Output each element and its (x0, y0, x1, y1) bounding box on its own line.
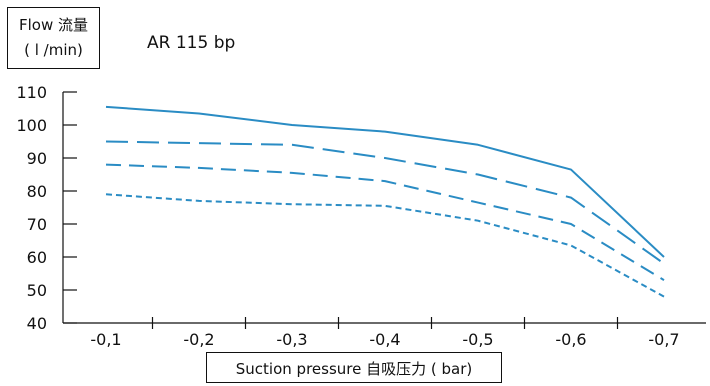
x-tick-label: -0,1 (90, 330, 121, 349)
series-long-dash-line (106, 142, 664, 264)
y-tick-label: 60 (27, 248, 47, 267)
y-tick-label: 110 (16, 83, 47, 102)
y-tick-label: 90 (27, 149, 47, 168)
x-tick-label: -0,4 (369, 330, 400, 349)
x-tick-label: -0,5 (462, 330, 493, 349)
x-axis-label: Suction pressure 自吸压力 ( bar) (207, 358, 501, 379)
x-axis-label-box: Suction pressure 自吸压力 ( bar) (206, 352, 502, 383)
series-medium-dash-line (106, 165, 664, 281)
y-tick-label: 50 (27, 281, 47, 300)
x-tick-label: -0,6 (555, 330, 586, 349)
series-short-dash-line (106, 194, 664, 296)
x-tick-label: -0,7 (648, 330, 679, 349)
y-tick-label: 100 (16, 116, 47, 135)
y-tick-label: 40 (27, 314, 47, 333)
x-tick-label: -0,3 (276, 330, 307, 349)
y-tick-label: 70 (27, 215, 47, 234)
x-tick-label: -0,2 (183, 330, 214, 349)
y-tick-label: 80 (27, 182, 47, 201)
